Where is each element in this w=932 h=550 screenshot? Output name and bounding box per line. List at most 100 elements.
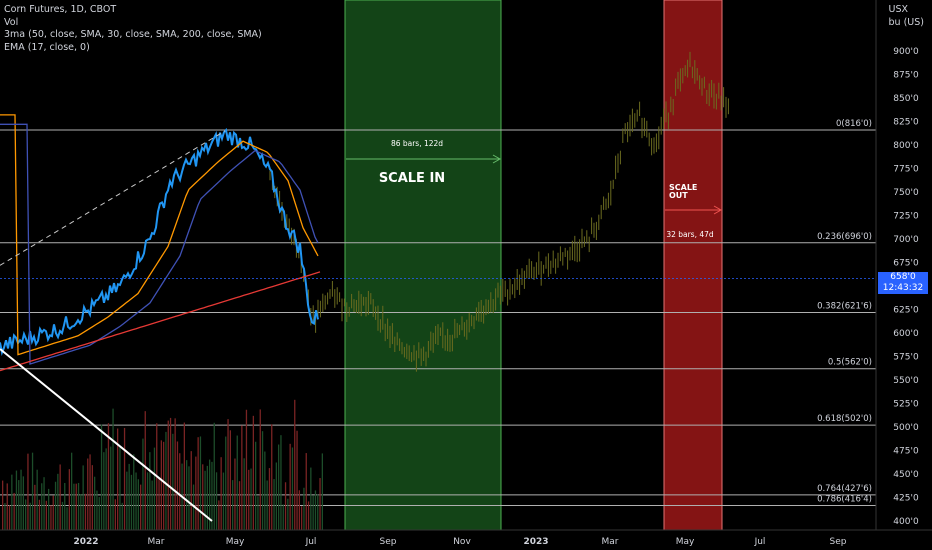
volume-bar (91, 465, 93, 530)
volume-bar (43, 477, 45, 530)
volume-indicator-label[interactable]: Vol (4, 16, 19, 28)
volume-bar (243, 458, 245, 530)
y-tick-label: 675'0 (893, 259, 919, 269)
y-tick-label: 775'0 (893, 165, 919, 175)
volume-bar (123, 427, 126, 530)
scale-in-label: SCALE IN (379, 171, 445, 186)
volume-bar (31, 452, 34, 530)
fib-level-label: 0.5(562'0) (828, 358, 872, 368)
scale-out-label-2: OUT (669, 191, 688, 200)
volume-bar (195, 456, 197, 530)
volume-bar (165, 431, 167, 530)
volume-bars (2, 399, 323, 530)
volume-bar (291, 447, 294, 530)
x-tick-label: Jul (754, 537, 766, 547)
symbol-title[interactable]: Corn Futures, 1D, CBOT (4, 4, 117, 15)
volume-bar (61, 501, 64, 530)
fib-level-label: 0.764(427'6) (817, 484, 872, 494)
volume-bar (222, 472, 225, 530)
y-tick-label: 850'0 (893, 94, 919, 104)
volume-bar (100, 424, 103, 530)
x-tick-label: Nov (453, 537, 471, 547)
volume-bar (176, 441, 179, 530)
scale-in-range-label: 86 bars, 122d (391, 139, 443, 148)
volume-bar (38, 499, 41, 530)
ema-indicator-label[interactable]: EMA (17, close, 0) (4, 41, 90, 53)
volume-bar (199, 436, 202, 530)
volume-bar (96, 490, 98, 530)
volume-bar (133, 454, 135, 530)
y-tick-label: 400'0 (893, 517, 919, 527)
volume-bar (15, 470, 18, 530)
volume-bar (34, 484, 36, 530)
volume-bar (220, 457, 222, 530)
volume-bar (255, 441, 257, 530)
y-tick-label: 475'0 (893, 447, 919, 457)
volume-bar (57, 473, 59, 530)
volume-bar (250, 468, 252, 530)
current-price-tag: 658'0 12:43:32 (878, 272, 928, 294)
current-price: 658'0 (890, 272, 916, 282)
ma-indicator-label[interactable]: 3ma (50, close, SMA, 30, close, SMA, 200… (4, 29, 262, 40)
volume-bar (273, 479, 275, 530)
volume-bar (117, 428, 119, 530)
volume-bar (107, 423, 110, 530)
volume-bar (20, 469, 22, 530)
volume-bar (119, 446, 121, 530)
volume-bar (105, 448, 107, 530)
volume-bar (248, 469, 250, 530)
volume-bar (179, 453, 181, 530)
volume-bar (130, 474, 133, 530)
volume-bar (103, 452, 105, 530)
dashed-trend-line[interactable] (0, 130, 226, 266)
y-tick-label: 525'0 (893, 400, 919, 410)
scale-in-zone (344, 0, 502, 531)
volume-bar (261, 431, 264, 530)
volume-bar (2, 480, 4, 530)
volume-bar (98, 497, 100, 530)
volume-bar (89, 454, 91, 530)
volume-bar (225, 436, 227, 530)
volume-bar (87, 458, 89, 530)
volume-bar (232, 480, 234, 530)
volume-bar (197, 437, 199, 530)
volume-bar (188, 466, 190, 530)
volume-bar (183, 422, 185, 530)
volume-bar (287, 498, 289, 530)
downtrend-line[interactable] (0, 348, 213, 522)
y-tick-label: 425'0 (893, 494, 919, 504)
volume-bar (236, 435, 238, 530)
volume-bar (68, 469, 70, 530)
volume-bar (144, 411, 146, 530)
scale-in-arrow-head (492, 154, 502, 164)
fib-level-label: 0.618(502'0) (817, 414, 872, 424)
y-tick-label: 750'0 (893, 188, 919, 198)
x-tick-label: Sep (380, 537, 397, 547)
volume-bar (213, 422, 215, 530)
scale-out-arrow-head (713, 205, 723, 215)
volume-bar (151, 480, 153, 530)
scale-out-label: SCALE (669, 183, 697, 192)
volume-bar (280, 435, 282, 530)
volume-bar (52, 495, 54, 530)
volume-bar (71, 452, 73, 530)
axis-unit: USX bu (US) (889, 4, 924, 29)
volume-bar (163, 441, 165, 530)
chart-legend: Corn Futures, 1D, CBOT Vol 3ma (50, clos… (4, 4, 262, 54)
volume-bar (137, 479, 139, 530)
volume-bar (169, 417, 172, 530)
volume-bar (45, 500, 47, 530)
x-tick-label: 2022 (73, 537, 98, 547)
y-tick-label: 450'0 (893, 470, 919, 480)
ma-30-line (0, 123, 319, 365)
volume-bar (303, 487, 305, 530)
volume-bar (298, 490, 300, 530)
volume-bar (50, 505, 52, 530)
volume-bar (301, 506, 303, 530)
volume-bar (75, 483, 77, 530)
x-tick-label: May (226, 537, 245, 547)
volume-bar (158, 477, 160, 530)
volume-bar (140, 484, 142, 530)
volume-bar (25, 499, 27, 530)
